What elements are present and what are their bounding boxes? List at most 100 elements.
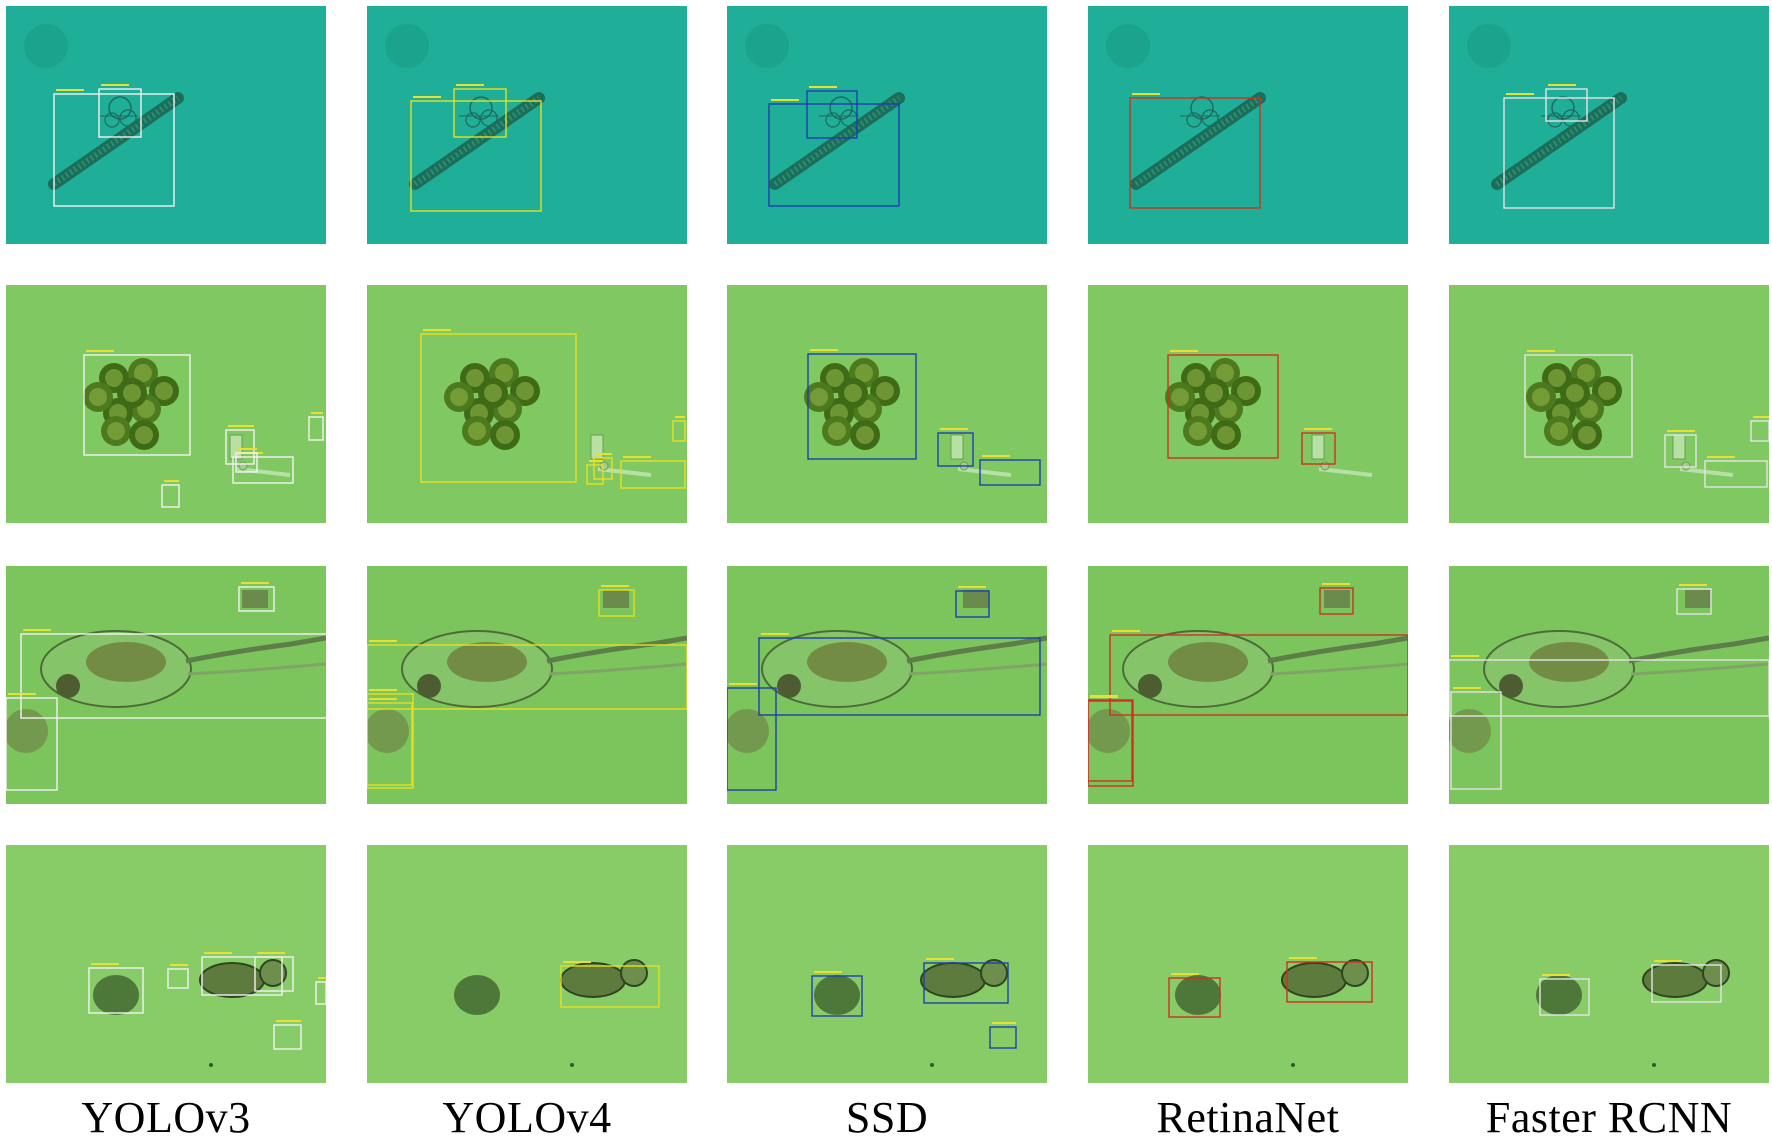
micrograph-image [367, 285, 687, 523]
detection-box [232, 456, 294, 484]
detection-box [937, 432, 974, 467]
detection-box [727, 687, 777, 791]
detection-label-tag [1289, 957, 1317, 959]
micrograph-image [1088, 845, 1408, 1083]
micrograph-image [1088, 566, 1408, 804]
detection-label-tag [623, 456, 651, 458]
detection-box [593, 457, 613, 480]
detection-box [811, 975, 863, 1017]
micrograph-image [1449, 6, 1769, 244]
micrograph-image [6, 285, 326, 523]
organism-specimen [1467, 24, 1627, 190]
micrograph-image [727, 285, 1047, 523]
organism-specimen [1526, 358, 1734, 477]
detection-label-tag [1322, 583, 1350, 585]
detection-box [1450, 691, 1502, 790]
micrograph-image [1088, 285, 1408, 523]
micrograph-image [1449, 566, 1769, 804]
detection-label-tag [1548, 84, 1576, 86]
detection-label-tag [91, 963, 119, 965]
detection-box [1301, 432, 1336, 465]
detection-box [955, 590, 990, 618]
detection-box [1664, 434, 1697, 468]
detection-box [410, 100, 542, 212]
organism-specimen [444, 358, 652, 477]
panel-rotifer-with-long-tail-ssd [727, 566, 1047, 804]
detection-box [235, 452, 258, 473]
detection-label-tag [675, 416, 685, 418]
detection-box [1676, 588, 1712, 615]
detection-label-tag [369, 689, 397, 691]
detection-label-tag [456, 84, 484, 86]
detection-box [1167, 354, 1279, 459]
panel-diatom-chain-and-colony-faster-rcnn [1449, 6, 1769, 244]
detection-label-tag [1527, 350, 1555, 352]
detection-box [167, 968, 189, 989]
detection-label-tag [1451, 655, 1479, 657]
organism-specimen [93, 959, 287, 1067]
detection-box [367, 644, 687, 710]
detection-label-tag [311, 412, 323, 414]
panel-rotifer-and-dark-blob-yolov4 [367, 845, 687, 1083]
column-caption-ssd: SSD [845, 1093, 929, 1142]
detection-box [1503, 97, 1615, 209]
detection-box [672, 420, 686, 442]
organism-specimen [804, 358, 1012, 477]
organism-specimen [1175, 959, 1369, 1067]
detection-box [979, 459, 1041, 486]
organism-specimen [6, 590, 326, 753]
panel-rotifer-and-dark-blob-ssd [727, 845, 1047, 1083]
panel-rotifer-and-dark-blob-retinanet [1088, 845, 1408, 1083]
detection-label-tag [992, 1022, 1016, 1024]
detection-label-tag [809, 86, 837, 88]
detection-label-tag [369, 640, 397, 642]
detection-label-tag [56, 89, 84, 91]
detection-box [586, 464, 604, 485]
detection-label-tag [101, 84, 129, 86]
organism-specimen [367, 590, 687, 753]
panel-spherical-colony-cluster-yolov4 [367, 285, 687, 523]
detection-box [1109, 634, 1408, 716]
panel-rotifer-with-long-tail-yolov3 [6, 566, 326, 804]
detection-label-tag [596, 453, 612, 455]
detection-label-tag [164, 480, 179, 482]
panel-spherical-colony-cluster-retinanet [1088, 285, 1408, 523]
detection-label-tag [23, 629, 51, 631]
organism-specimen [1165, 358, 1373, 477]
detection-box [1449, 659, 1769, 717]
detection-box [420, 333, 577, 483]
panel-diatom-chain-and-colony-yolov4 [367, 6, 687, 244]
detection-box [806, 90, 858, 139]
detection-box [1539, 978, 1590, 1016]
panel-rotifer-and-dark-blob-yolov3 [6, 845, 326, 1083]
detection-box [807, 353, 917, 460]
detection-label-tag [204, 952, 232, 954]
micrograph-image [6, 845, 326, 1083]
detection-box [560, 965, 660, 1008]
detection-label-tag [413, 96, 441, 98]
detection-label-tag [86, 350, 114, 352]
detection-box [98, 88, 142, 138]
organism-specimen [385, 24, 545, 190]
panel-spherical-colony-cluster-ssd [727, 285, 1047, 523]
detection-box [768, 103, 900, 207]
detection-label-tag [601, 585, 629, 587]
detection-label-tag [1170, 350, 1198, 352]
detection-box [989, 1026, 1017, 1049]
detection-box [1319, 587, 1354, 615]
detection-label-tag [810, 349, 838, 351]
detection-label-tag [563, 961, 591, 963]
detection-label-tag [228, 425, 254, 427]
detection-label-tag [1304, 428, 1332, 430]
detection-label-tag [1679, 584, 1707, 586]
micrograph-image [1449, 845, 1769, 1083]
detection-label-tag [940, 428, 968, 430]
detection-box [367, 702, 413, 786]
organism-specimen [1106, 24, 1266, 190]
organism-specimen [814, 959, 1008, 1067]
micrograph-image [6, 566, 326, 804]
panel-diatom-chain-and-colony-ssd [727, 6, 1047, 244]
detection-box [923, 962, 1009, 1004]
micrograph-image [727, 566, 1047, 804]
micrograph-image [367, 566, 687, 804]
